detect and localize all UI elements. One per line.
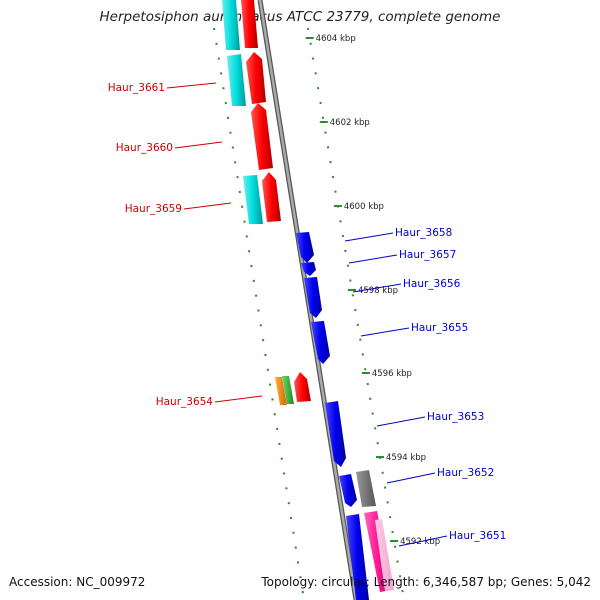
gene-haur-3652-cds	[339, 474, 357, 507]
gene-label-leader	[166, 82, 217, 89]
gene-haur-3659-cds	[262, 172, 281, 222]
gene-haur-3654-green	[282, 376, 294, 404]
gene-label: Haur_3657	[399, 249, 456, 261]
scale-tick-label: 4602 kbp	[330, 118, 370, 128]
gene-label-leader	[214, 395, 263, 403]
gene-labels: Haur_3661 Haur_3660 Haur_3659 Haur_3658 Haur…	[108, 82, 506, 547]
gene-top-cyan	[222, 0, 240, 50]
gene-label: Haur_3661	[108, 82, 165, 94]
gene-label-leader	[398, 535, 448, 547]
gene-label: Haur_3659	[125, 203, 182, 215]
gene-label-leader	[344, 232, 394, 242]
gene-label-leader	[352, 283, 402, 293]
gene-haur-3653-cds	[325, 401, 346, 467]
gene-haur-3651-light	[375, 519, 394, 591]
gene-label-leader	[174, 141, 223, 149]
gene-label-leader	[360, 327, 410, 337]
map-title: Herpetosiphon aurantiacus ATCC 23779, co…	[99, 9, 501, 25]
scale-line-right	[307, 27, 405, 600]
scale-tick-label: 4600 kbp	[344, 202, 384, 212]
scale-tick-label: 4604 kbp	[316, 34, 356, 44]
gene-haur-3651-cds	[346, 514, 369, 600]
gene-label: Haur_3656	[403, 278, 461, 290]
gene-label: Haur_3660	[116, 142, 173, 154]
gene-haur-3655-cds	[311, 321, 330, 364]
gene-features	[222, 0, 394, 600]
summary-text: Topology: circular; Length: 6,346,587 bp…	[261, 575, 591, 589]
accession-text: Accession: NC_009972	[9, 575, 146, 589]
gene-label: Haur_3651	[449, 530, 506, 542]
scale-tick-label: 4598 kbp	[358, 286, 398, 296]
gene-haur-3654-orange	[275, 377, 287, 405]
gene-haur-3658-cds	[296, 232, 314, 263]
gene-label-leader	[386, 472, 436, 484]
gene-label: Haur_3652	[437, 467, 494, 479]
scale-ticks: 4604 kbp 4602 kbp 4600 kbp 4598 kbp 4596 kbp…	[305, 34, 440, 547]
gene-haur-3657-cds	[301, 262, 316, 276]
gene-haur-3654-cds	[294, 372, 311, 402]
gene-label-leader	[183, 202, 232, 210]
gene-label-leader	[376, 416, 426, 427]
scale-tick-label: 4594 kbp	[386, 453, 426, 463]
gene-haur-3659-cyan	[243, 175, 263, 224]
gene-label-leader	[348, 254, 398, 264]
gene-haur-3660-cds	[251, 103, 273, 170]
gene-haur-3656-cds	[304, 277, 322, 318]
gene-label: Haur_3654	[156, 396, 214, 408]
scale-tick-label: 4596 kbp	[372, 369, 412, 379]
gene-label: Haur_3655	[411, 322, 468, 334]
gene-haur-3661-cyan	[227, 54, 246, 106]
gene-label: Haur_3658	[395, 227, 452, 239]
gene-haur-3661-cds	[246, 52, 266, 104]
gene-haur-3652-gray	[356, 470, 376, 507]
gene-top-red	[241, 0, 258, 48]
gene-label: Haur_3653	[427, 411, 484, 423]
